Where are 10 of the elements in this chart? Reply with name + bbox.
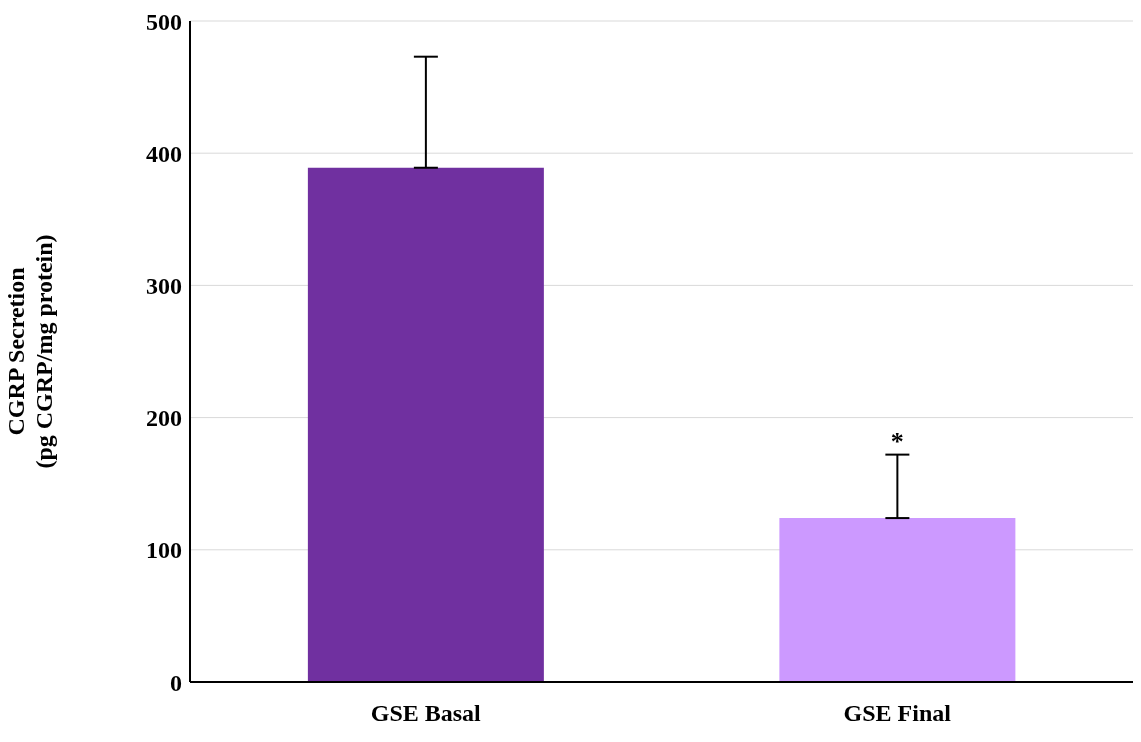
y-tick-label: 100 xyxy=(146,537,182,564)
y-tick-label: 0 xyxy=(170,669,182,696)
y-tick-label: 200 xyxy=(146,405,182,432)
y-tick-label: 400 xyxy=(146,140,182,167)
x-tick-label: GSE Basal xyxy=(370,700,482,727)
y-axis-title: CGRP Secretion (pg CGRP/mg protein) xyxy=(3,234,57,469)
annotation: * xyxy=(890,426,904,456)
y-tick-label: 300 xyxy=(146,272,182,299)
x-tick-label: GSE Final xyxy=(843,700,952,727)
y-tick-label: 500 xyxy=(146,8,182,35)
